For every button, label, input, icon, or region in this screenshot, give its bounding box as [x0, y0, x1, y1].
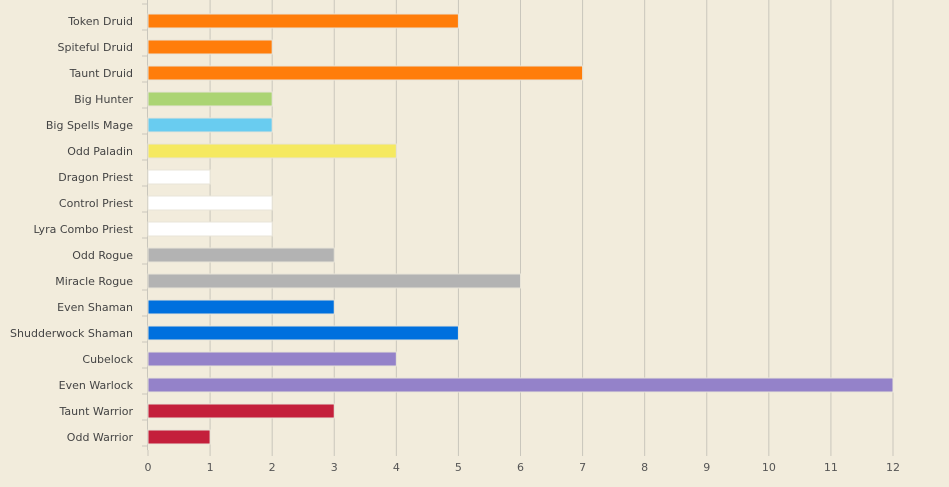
category-label: Even Warlock: [59, 379, 134, 392]
bar: [147, 377, 894, 393]
x-tick-label: 10: [762, 461, 776, 474]
x-tick-label: 6: [517, 461, 524, 474]
bar: [147, 273, 521, 289]
x-tick-label: 2: [269, 461, 276, 474]
x-tick-labels: 0 1 2 3 4 5 6 7 8 9 10 11 12: [145, 461, 901, 474]
bar: [147, 39, 273, 55]
bar: [147, 221, 273, 237]
x-tick-label: 8: [641, 461, 648, 474]
bar: [147, 65, 584, 81]
x-tick-label: 11: [824, 461, 838, 474]
category-label: Even Shaman: [57, 301, 133, 314]
category-label: Control Priest: [59, 197, 134, 210]
category-label: Cubelock: [82, 353, 133, 366]
x-tick-label: 12: [886, 461, 900, 474]
bar: [147, 143, 397, 159]
category-label: Odd Warrior: [67, 431, 134, 444]
bar: [147, 351, 397, 367]
bar: [147, 325, 459, 341]
x-tick-label: 1: [207, 461, 214, 474]
category-label: Odd Rogue: [72, 249, 133, 262]
bar: [147, 247, 335, 263]
category-label: Dragon Priest: [58, 171, 133, 184]
bar: [147, 299, 335, 315]
bar: [147, 13, 459, 29]
category-label: Spiteful Druid: [57, 41, 133, 54]
category-label: Big Spells Mage: [46, 119, 133, 132]
x-tick-label: 0: [145, 461, 152, 474]
x-tick-label: 7: [579, 461, 586, 474]
bar: [147, 195, 273, 211]
bar: [147, 403, 335, 419]
x-tick-label: 5: [455, 461, 462, 474]
category-label: Shudderwock Shaman: [10, 327, 133, 340]
category-label: Taunt Druid: [69, 67, 133, 80]
bar: [147, 169, 211, 185]
category-label: Taunt Warrior: [59, 405, 134, 418]
category-label: Lyra Combo Priest: [33, 223, 133, 236]
category-label: Token Druid: [67, 15, 133, 28]
bar: [147, 117, 273, 133]
category-label: Miracle Rogue: [55, 275, 133, 288]
category-label: Odd Paladin: [67, 145, 133, 158]
x-tick-label: 9: [703, 461, 710, 474]
category-label: Big Hunter: [74, 93, 133, 106]
bar: [147, 91, 273, 107]
x-tick-label: 4: [393, 461, 400, 474]
category-labels: Token Druid Spiteful Druid Taunt Druid Big …: [10, 15, 134, 444]
x-tick-label: 3: [331, 461, 338, 474]
bars: [147, 13, 894, 445]
bar: [147, 429, 211, 445]
